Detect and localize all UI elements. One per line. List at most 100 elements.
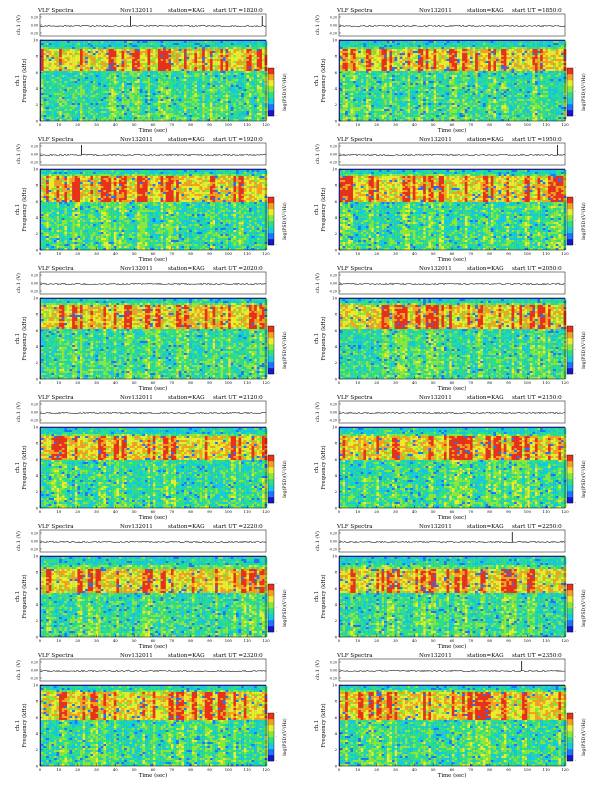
spectrogram-cell [371,73,374,76]
spectrogram-cell [249,87,252,90]
spectrogram-cell [98,101,101,104]
spectrogram-cell [77,57,81,60]
spectrogram-cell [217,71,221,74]
spectrogram-cell [171,41,174,44]
spectrogram-cell [168,43,172,46]
spectrogram-cell [204,61,208,64]
spectrogram-cell [142,51,146,54]
spectrogram-cell [366,51,369,54]
spectrogram-cell [207,57,211,60]
spectrogram-cell [194,89,198,92]
spectrogram-cell [147,43,151,46]
spectrogram-cell [353,45,356,48]
spectrogram-cell [80,67,83,70]
spectrogram-cell [493,47,497,50]
spectrogram-cell [204,107,208,110]
spectrogram-cell [262,111,265,114]
spectrogram-cell [178,103,182,106]
spectrogram-cell [54,43,57,46]
spectrogram-cell [207,101,211,104]
spectrogram-cell [116,119,120,122]
spectrogram-cell [181,71,185,74]
spectrogram-cell [459,69,463,72]
spectrogram-cell [139,99,143,102]
spectrogram-cell [82,75,86,78]
spectrogram-cell [113,63,117,66]
spectrogram-cell [74,91,78,94]
spectrogram-cell [548,41,551,44]
spectrogram-cell [56,91,60,94]
spectrogram-cell [358,41,361,44]
spectrogram-cell [103,67,107,70]
spectrogram-cell [251,85,255,88]
spectrogram-cell [217,93,221,96]
spectrogram-cell [454,59,458,62]
spectrogram-cell [529,61,533,64]
spectrogram-cell [535,69,538,72]
spectrogram-cell [134,43,138,46]
spectrogram-cell [418,69,421,72]
spectrogram-cell [100,55,104,58]
spectrogram-cell [165,73,169,76]
spectrogram-cell [243,109,247,112]
spectrogram-cell [340,57,343,60]
spectrogram-cell [171,45,174,48]
spectrogram-cell [428,47,432,50]
spectrogram-cell [142,107,146,110]
spectrogram-cell [67,77,70,80]
spectrogram-cell [199,79,203,82]
spectrogram-cell [126,87,130,90]
spectrogram-cell [215,57,218,60]
spectrogram-cell [215,43,218,46]
spectrogram-cell [54,99,57,102]
spectrogram-cell [236,91,239,94]
spectrogram-cell [150,43,153,46]
spectrogram-cell [371,51,374,54]
spectrogram-cell [212,77,216,80]
spectrogram-cell [150,73,153,76]
spectrogram-cell [176,75,179,78]
spectrogram-cell [145,41,148,44]
spectrogram-cell [111,57,114,60]
spectrogram-cell [423,59,426,62]
spectrogram-cell [496,65,499,68]
spectrogram-cell [555,67,559,70]
spectrogram-cell [373,55,377,58]
timeseries-tick-label: -0.20 [30,31,38,35]
spectrogram-cell [103,47,107,50]
spectrogram-cell [246,77,250,80]
spectrogram-cell [236,59,239,62]
spectrogram-cell [82,57,86,60]
spectrogram-cell [529,71,533,74]
spectrogram-cell [186,103,190,106]
spectrogram-cell [98,119,101,122]
spectrogram-cell [493,63,497,66]
spectrogram-cell [425,41,429,44]
spectrogram-cell [59,57,62,60]
spectrogram-cell [56,81,60,84]
spectrogram-cell [147,89,151,92]
spectrogram-cell [176,43,179,46]
spectrogram-cell [350,73,354,76]
spectrogram-cell [108,109,112,112]
spectrogram-cell [178,85,182,88]
spectrogram-cell [342,65,346,68]
spectrogram-cell [178,93,182,96]
spectrogram-cell [106,51,109,54]
spectrogram-cell [103,71,107,74]
spectrogram-cell [506,69,510,72]
spectrogram-cell [412,61,416,64]
spectrogram-cell [389,49,393,52]
spectrogram-cell [108,57,112,60]
spectrogram-cell [215,119,218,122]
spectrogram-cell [425,55,429,58]
spectrogram-cell [532,59,536,62]
spectrogram-cell [438,47,442,50]
spectrogram-cell [207,47,211,50]
spectrogram-cell [420,45,424,48]
spectrogram-cell [189,93,192,96]
spectrogram-cell [498,51,502,54]
spectrogram-cell [449,45,452,48]
spectrogram-cell [69,115,73,118]
spectrogram-cell [241,81,244,84]
